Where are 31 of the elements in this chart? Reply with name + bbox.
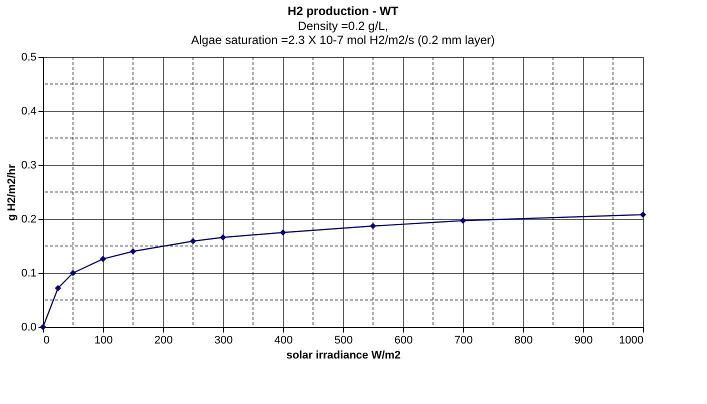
point	[70, 270, 76, 276]
x-tick-label: 0	[44, 334, 50, 346]
point	[130, 248, 136, 255]
x-tick-label: 300	[214, 334, 233, 346]
y-tick-label: 0.4	[21, 106, 36, 118]
point	[54, 284, 62, 292]
point	[100, 256, 106, 262]
y-tick-label: 0.3	[21, 160, 36, 172]
point	[640, 212, 646, 218]
x-tick-label: 700	[454, 334, 473, 346]
x-axis-title: solar irradiance W/m2	[286, 350, 401, 362]
point	[220, 234, 226, 241]
y-tick-label: 0.1	[21, 268, 36, 280]
x-tick-label: 600	[394, 334, 413, 346]
x-tick-label: 1000	[619, 334, 644, 346]
y-tick-label: 0.0	[21, 322, 36, 334]
point	[460, 217, 466, 224]
x-tick-label: 900	[574, 334, 593, 346]
chart-subtitle: Density =0.2 g/L, Algae saturation =2.3 X 10-7 mol H2/m2/s (0.2 mm layer)	[191, 19, 495, 47]
chart-title: H2 production - WT	[288, 4, 399, 18]
y-tick-label: 0.5	[21, 52, 36, 64]
x-tick-label: 400	[274, 334, 293, 346]
y-axis-title: g H2/m2/hr	[6, 163, 18, 221]
x-tick-label: 100	[94, 334, 113, 346]
point	[280, 229, 286, 236]
point	[370, 222, 376, 230]
y-tick-label: 0.2	[21, 214, 36, 226]
x-tick-label: 200	[154, 334, 173, 346]
x-tick-label: 500	[334, 334, 353, 346]
point	[190, 238, 196, 244]
x-tick-label: 800	[514, 334, 533, 346]
